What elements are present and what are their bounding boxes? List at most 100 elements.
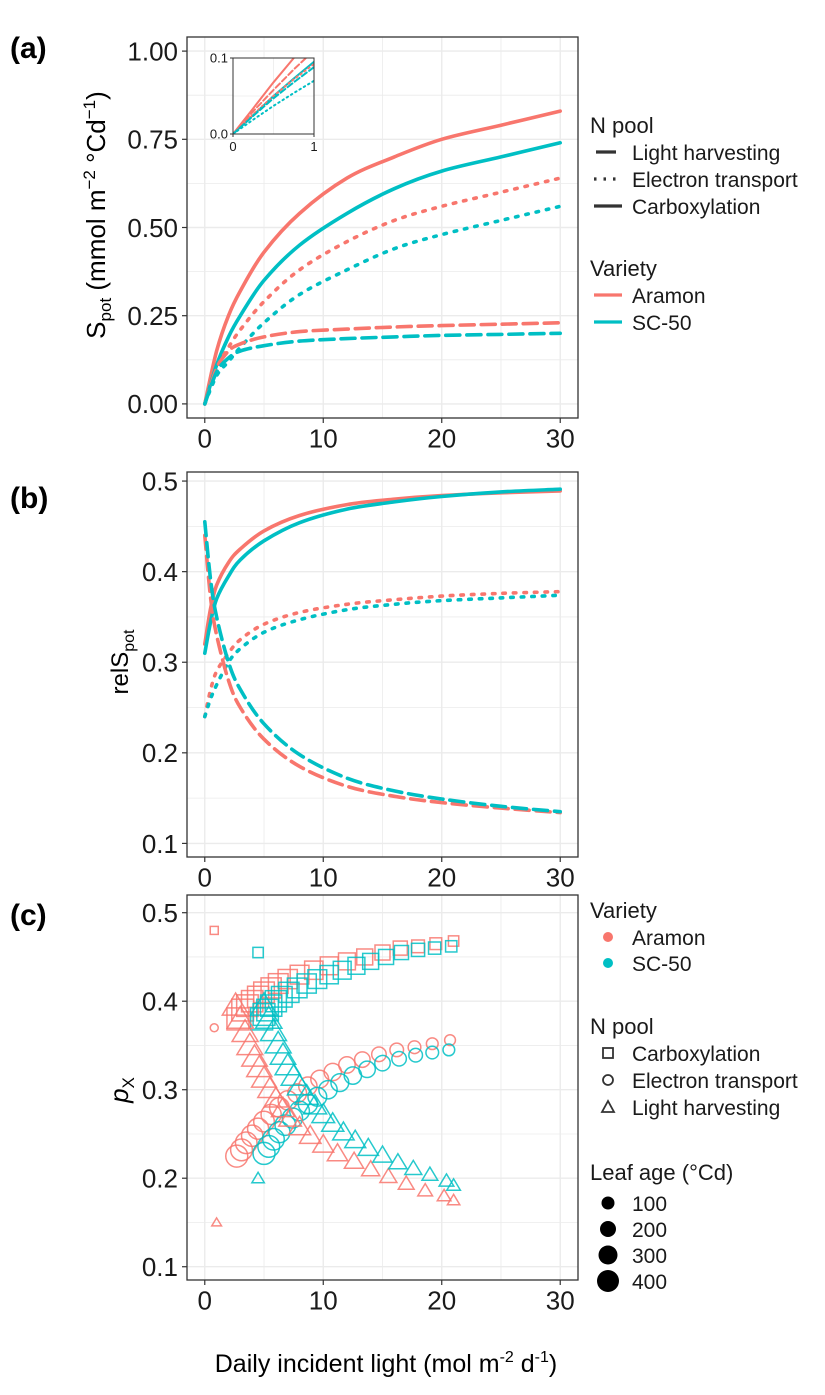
- b-y-tick-label: 0.2: [142, 738, 178, 768]
- c-point-sc-50-electron-transport: [425, 1045, 440, 1060]
- panel-b: 0 10 20 30 0.1 0.2 0.3 0.4 0.5: [142, 466, 579, 893]
- inset-frame: [232, 57, 315, 135]
- inset-line-aramon-light-harvesting: [233, 58, 308, 134]
- c-point-sc-50-carboxylation: [252, 946, 265, 959]
- a-y-tick-label: 0.00: [127, 389, 178, 419]
- c-point-sc-50-electron-transport: [358, 1060, 377, 1079]
- c-point-aramon-light-harvesting: [343, 1150, 366, 1170]
- a-x-tick-label: 10: [309, 424, 338, 454]
- c-point-aramon-electron-transport: [225, 1144, 249, 1168]
- a-x-tick-label: 20: [427, 424, 456, 454]
- legend-c-age-label-100: 100: [632, 1193, 667, 1216]
- c-point-aramon-light-harvesting: [325, 1142, 350, 1162]
- b-x-tick-label: 20: [427, 863, 456, 893]
- c-point-sc-50-light-harvesting: [250, 1170, 266, 1184]
- a-y-tick-label: 0.75: [127, 125, 178, 155]
- legend-a-variety-title: Variety: [590, 256, 657, 281]
- c-point-sc-50-electron-transport: [374, 1054, 391, 1072]
- b-plot-frame: [186, 471, 579, 858]
- a-line-sc-50-light-harvesting: [203, 331, 562, 406]
- legend-c-variety-title: Variety: [590, 898, 657, 923]
- c-point-aramon-carboxylation: [226, 1007, 250, 1031]
- c-point-sc-50-light-harvesting: [268, 1041, 298, 1066]
- c-y-tick-label: 0.2: [142, 1164, 178, 1194]
- legend-c-age-label-400: 400: [632, 1271, 667, 1294]
- c-point-aramon-light-harvesting: [287, 1114, 312, 1136]
- legend-c-age-key-100: [601, 1196, 615, 1210]
- c-point-sc-50-carboxylation: [347, 956, 366, 975]
- b-line-sc-50-electron-transport: [203, 593, 562, 719]
- legend-c-label-sc-50: SC-50: [632, 953, 692, 976]
- legend-c-age-title: Leaf age (°Cd): [590, 1160, 733, 1185]
- c-point-aramon-electron-transport: [323, 1062, 343, 1082]
- legend-c-label-light-harvesting: Light harvesting: [632, 1097, 780, 1120]
- c-y-tick-label: 0.1: [142, 1252, 178, 1282]
- c-point-sc-50-light-harvesting: [420, 1165, 440, 1182]
- c-point-sc-50-light-harvesting: [437, 1172, 456, 1187]
- c-point-aramon-electron-transport: [407, 1040, 422, 1055]
- c-point-sc-50-electron-transport: [442, 1043, 456, 1057]
- c-point-aramon-light-harvesting: [446, 1192, 462, 1206]
- c-plot-frame: [186, 894, 579, 1281]
- legend-a-npool-title: N pool: [590, 113, 654, 138]
- c-point-sc-50-light-harvesting: [302, 1093, 328, 1115]
- b-line-sc-50-light-harvesting: [203, 520, 562, 814]
- c-point-sc-50-electron-transport: [261, 1127, 286, 1151]
- c-point-sc-50-electron-transport: [288, 1100, 311, 1122]
- c-point-aramon-carboxylation: [392, 940, 409, 956]
- inset-x-tick-label: 0: [229, 139, 236, 154]
- legend-c-age-key-200: [600, 1221, 616, 1237]
- c-point-aramon-electron-transport: [246, 1117, 270, 1140]
- c-point-sc-50-electron-transport: [391, 1050, 408, 1067]
- c-x-tick-label: 0: [198, 1286, 212, 1316]
- c-point-sc-50-light-harvesting: [264, 1029, 293, 1054]
- c-point-aramon-light-harvesting: [277, 1105, 303, 1127]
- c-point-sc-50-light-harvesting: [320, 1111, 346, 1132]
- c-point-sc-50-electron-transport: [318, 1079, 338, 1100]
- legend-a: N pool Light harvesting Electron transport…: [590, 113, 798, 335]
- c-point-sc-50-light-harvesting: [254, 1004, 284, 1030]
- c-point-sc-50-light-harvesting: [310, 1102, 336, 1124]
- legend-c-age-label-200: 200: [632, 1219, 667, 1242]
- inset-x-tick-label: 1: [310, 139, 317, 154]
- a-line-sc-50-electron-transport: [203, 204, 562, 406]
- c-point-aramon-electron-transport: [234, 1131, 258, 1155]
- c-y-tick-label: 0.5: [142, 898, 178, 928]
- c-point-aramon-light-harvesting: [360, 1159, 382, 1177]
- b-y-tick-label: 0.4: [142, 557, 178, 587]
- c-point-aramon-electron-transport: [252, 1110, 276, 1133]
- b-y-tick-label: 0.3: [142, 648, 178, 678]
- c-point-aramon-carboxylation: [429, 937, 443, 951]
- c-y-tick-label: 0.3: [142, 1075, 178, 1105]
- c-point-sc-50-carboxylation: [410, 942, 426, 958]
- c-point-aramon-light-harvesting: [396, 1174, 416, 1190]
- c-point-sc-50-carboxylation: [296, 973, 318, 994]
- a-inset: 0 1 0.0 0.1: [210, 51, 318, 155]
- c-x-tick-label: 20: [427, 1286, 456, 1316]
- c-x-tick-label: 10: [309, 1286, 338, 1316]
- c-y-tick-label: 0.4: [142, 987, 178, 1017]
- c-point-sc-50-electron-transport: [307, 1086, 328, 1107]
- c-point-sc-50-light-harvesting: [286, 1073, 314, 1096]
- c-point-aramon-light-harvesting: [262, 1085, 290, 1108]
- a-y-tick-label: 0.50: [127, 213, 178, 243]
- y-axis-title-c: pX: [104, 1077, 138, 1104]
- legend-c: Variety Aramon SC-50 N pool Carboxylation Ele…: [590, 898, 798, 1294]
- c-point-sc-50-light-harvesting: [387, 1152, 409, 1170]
- c-point-aramon-carboxylation: [252, 981, 276, 1004]
- panel-tag-a: (a): [10, 32, 47, 65]
- c-point-aramon-light-harvesting: [435, 1187, 453, 1202]
- b-x-tick-label: 0: [198, 863, 212, 893]
- c-point-aramon-electron-transport: [443, 1033, 457, 1047]
- panel-tag-c: (c): [10, 899, 47, 932]
- a-line-aramon-light-harvesting: [203, 321, 562, 406]
- b-line-aramon-light-harvesting: [203, 533, 562, 815]
- legend-c-age-label-300: 300: [632, 1245, 667, 1268]
- c-point-sc-50-light-harvesting: [371, 1144, 394, 1163]
- c-point-aramon-light-harvesting: [235, 1031, 265, 1056]
- c-point-sc-50-carboxylation: [270, 985, 293, 1008]
- a-y-tick-label: 0.25: [127, 301, 178, 331]
- legend-a-label-sc-50: SC-50: [632, 312, 692, 335]
- c-point-sc-50-carboxylation: [444, 939, 458, 953]
